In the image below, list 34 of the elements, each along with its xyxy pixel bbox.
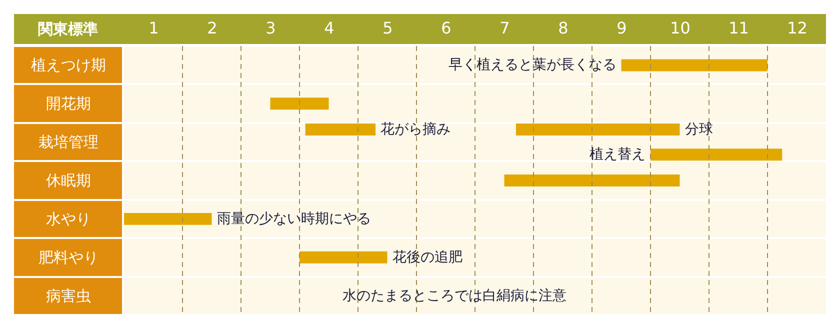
x-tick-label: 4	[324, 18, 334, 38]
x-tick-label: 5	[382, 18, 393, 38]
x-tick-label: 7	[500, 18, 510, 38]
annotation: 雨量の少ない時期にやる	[216, 210, 371, 227]
x-tick-label: 8	[558, 18, 568, 38]
annotation: 花後の追肥	[392, 249, 462, 266]
bar	[270, 98, 329, 110]
annotation: 花がら摘み	[380, 121, 451, 138]
bar	[300, 251, 388, 264]
x-tick-label: 12	[787, 18, 808, 38]
annotation: 水のたまるところでは白絹病に注意	[342, 288, 567, 304]
bar	[621, 59, 768, 72]
bar	[650, 148, 782, 161]
y-tick-label: 休眠期	[46, 172, 91, 190]
x-tick-label: 1	[148, 18, 159, 38]
y-tick-label: 植えつけ期	[31, 56, 106, 74]
y-tick-label: 開花期	[46, 94, 91, 113]
y-tick-label: 栽培管理	[38, 133, 98, 152]
x-tick-label: 11	[728, 18, 749, 38]
x-tick-label: 10	[670, 18, 690, 38]
x-tick-label: 9	[616, 18, 627, 38]
y-tick-label: 病害虫	[46, 286, 91, 305]
x-tick-label: 3	[266, 18, 276, 38]
x-tick-label: 6	[441, 18, 452, 38]
bar	[124, 212, 212, 225]
bar	[516, 123, 680, 136]
bar	[504, 174, 680, 186]
y-axis-title: 関東標準	[37, 19, 99, 40]
y-tick-label: 肥料やり	[38, 248, 98, 266]
x-tick-label: 2	[207, 18, 218, 38]
annotation: 植え替え	[590, 146, 646, 163]
annotation: 早く植えると葉が長くなる	[448, 57, 616, 74]
y-tick-label: 水やり	[46, 210, 91, 228]
annotation: 分球	[684, 121, 713, 138]
